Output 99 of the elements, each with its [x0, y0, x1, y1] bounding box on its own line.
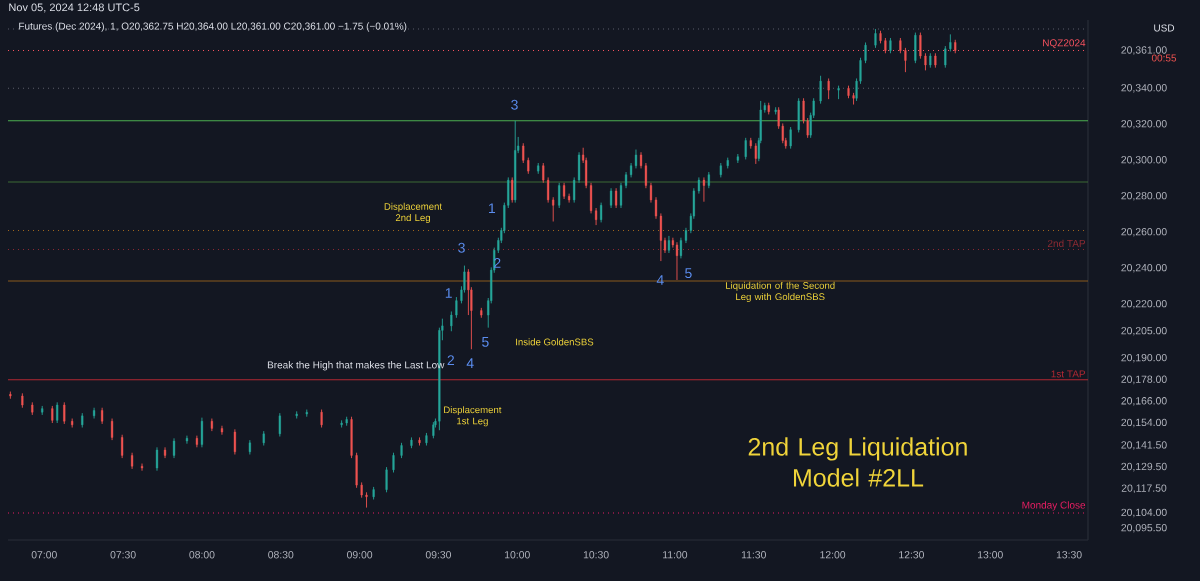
ref-line-label: Monday Close — [1022, 501, 1086, 511]
candlestick — [200, 417, 203, 448]
text: 00:55 — [1151, 54, 1177, 62]
annotation: 5 — [482, 336, 489, 347]
candlestick — [675, 241, 679, 281]
x-tick-label: 12:30 — [899, 551, 925, 559]
candlestick — [511, 176, 514, 204]
y-tick-label: 20,240.00 — [1121, 263, 1167, 273]
candlestick — [649, 182, 653, 204]
candlestick — [744, 137, 747, 160]
chart-subtitle: Futures (Dec 2024), 1, O20,362.75 H20,364.00 L20,361.00 C20,361.00 −1.75 (−0.01%) — [19, 22, 407, 32]
x-tick-label: 08:30 — [268, 551, 294, 559]
y-tick-label: 20,129.50 — [1121, 462, 1167, 472]
candlestick — [220, 425, 224, 436]
candlestick — [904, 47, 907, 73]
annotation: Displacement 1st Leg — [444, 406, 502, 427]
annotation: Inside GoldenSBS — [516, 338, 594, 346]
candlestick — [819, 75, 822, 105]
candlestick — [547, 176, 550, 204]
candlestick — [573, 176, 576, 204]
y-tick-label: 20,260.00 — [1121, 227, 1167, 237]
candlestick — [522, 142, 525, 164]
y-tick-label: 20,361.00 — [1121, 46, 1167, 55]
x-tick-label: 09:30 — [425, 551, 452, 559]
y-tick-label: 20,178.00 — [1121, 375, 1167, 385]
candlestick — [56, 401, 59, 424]
y-tick-label: 20,104.00 — [1121, 508, 1167, 518]
candlestick — [392, 452, 395, 473]
y-tick-label: 20,141.50 — [1121, 441, 1167, 450]
text: 2nd Leg Liquidation Model #2LL — [748, 437, 967, 487]
y-tick-label: 20,205.00 — [1121, 326, 1167, 336]
y-tick-label: 20,166.00 — [1121, 397, 1167, 406]
annotation: 2 — [447, 355, 454, 365]
candlestick — [121, 434, 124, 459]
candlestick — [278, 412, 281, 437]
ref-line-label: 2nd TAP — [1047, 239, 1086, 247]
candlestick — [827, 78, 830, 100]
candlestick — [365, 491, 368, 509]
annotation: 4 — [466, 358, 474, 368]
candlestick — [600, 202, 603, 223]
candlestick — [615, 187, 618, 209]
candlestick — [754, 142, 757, 165]
annotation: 4 — [656, 275, 664, 285]
x-tick-label: 13:00 — [978, 551, 1003, 559]
y-tick-label: 20,190.00 — [1121, 353, 1167, 363]
candlestick — [702, 176, 705, 203]
annotation: 3 — [458, 242, 465, 253]
candlestick — [558, 182, 561, 209]
candlestick — [542, 162, 545, 184]
candlestick — [552, 196, 555, 222]
x-tick-label: 08:00 — [189, 551, 215, 559]
candlestick — [679, 237, 682, 259]
candlestick — [919, 32, 922, 60]
text: USD — [1154, 24, 1175, 32]
candlestick — [385, 466, 388, 493]
x-tick-label: 11:30 — [741, 551, 766, 559]
candlestick — [619, 182, 623, 209]
y-tick-label: 20,154.00 — [1121, 418, 1167, 428]
y-tick-label: 20,220.00 — [1121, 299, 1167, 309]
candlestick — [450, 311, 453, 332]
candlestick — [140, 463, 144, 472]
ref-line-label: 1st TAP — [1051, 370, 1086, 378]
y-tick-label: 20,095.50 — [1121, 523, 1167, 533]
candlestick — [864, 42, 867, 64]
candlestick — [944, 45, 947, 69]
annotation: 1 — [489, 203, 496, 214]
candlestick — [568, 193, 571, 204]
y-tick-label: 20,320.00 — [1121, 120, 1167, 129]
x-tick-label: 13:30 — [1056, 551, 1082, 559]
x-tick-label: 11:00 — [663, 551, 688, 559]
x-tick-label: 07:30 — [110, 551, 136, 559]
candlestick — [110, 418, 114, 441]
candlestick — [185, 435, 189, 445]
x-tick-label: 09:00 — [346, 551, 373, 559]
ref-line-label: NQZ2024 — [1043, 39, 1086, 49]
x-tick-label: 10:30 — [583, 551, 609, 559]
annotation: Liquidation of the Second Leg with GoldenSBS — [726, 281, 835, 303]
text: Nov 05, 2024 12:48 UTC-5 — [9, 3, 140, 13]
y-tick-label: 20,117.50 — [1121, 484, 1167, 493]
annotation: 3 — [511, 99, 518, 110]
annotation: 1 — [445, 288, 452, 298]
candlestick — [93, 407, 96, 419]
y-tick-label: 20,300.00 — [1121, 156, 1167, 165]
candlestick — [233, 428, 236, 455]
y-tick-label: 20,280.00 — [1121, 192, 1167, 201]
y-tick-label: 20,340.00 — [1121, 84, 1167, 93]
candlestick — [874, 28, 877, 49]
x-tick-label: 12:00 — [820, 551, 846, 559]
annotation: 5 — [685, 268, 692, 279]
candlestick — [172, 437, 176, 459]
candlestick — [155, 446, 159, 472]
candlestick — [610, 187, 613, 209]
candlestick — [789, 126, 792, 150]
annotation: Displacement 2nd Leg — [384, 202, 442, 223]
x-tick-label: 07:00 — [31, 551, 57, 559]
candlestick — [63, 401, 66, 425]
candlestick — [455, 296, 458, 319]
x-tick-label: 10:00 — [505, 551, 530, 559]
candlestick — [595, 207, 598, 226]
